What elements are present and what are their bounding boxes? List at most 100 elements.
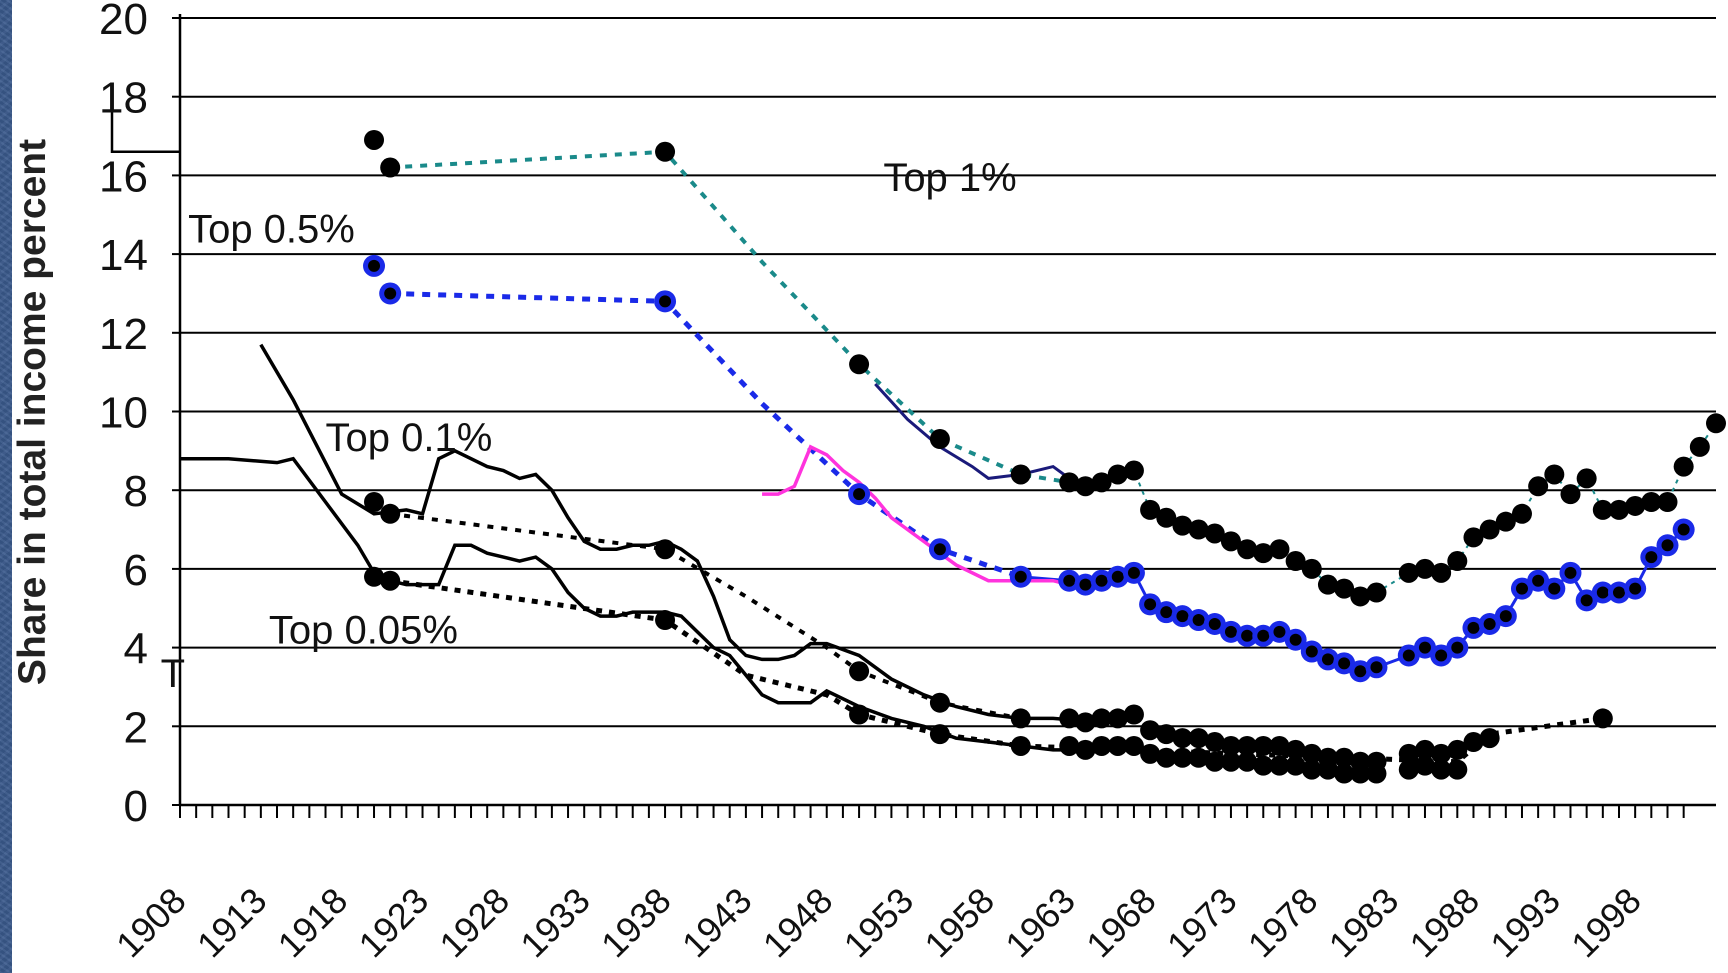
top1-point <box>364 129 385 150</box>
top05-point-center <box>933 543 946 556</box>
top05-point-center <box>368 259 381 272</box>
top05-point-center <box>1144 598 1157 611</box>
y-tick-label: 14 <box>99 231 148 280</box>
top1-point <box>1253 543 1274 564</box>
top05-point-center <box>1176 610 1189 623</box>
top05-point-center <box>1661 539 1674 552</box>
top01-point <box>1091 708 1112 729</box>
top1-point <box>849 354 870 375</box>
x-tick-label: 1928 <box>431 880 517 966</box>
top005-point <box>1317 759 1338 780</box>
y-tick-label: 10 <box>99 389 148 438</box>
top1-point <box>1398 562 1419 583</box>
x-tick-label: 1958 <box>916 880 1002 966</box>
magenta-line <box>762 444 1070 587</box>
top05-point-center <box>1305 645 1318 658</box>
annotation-label: Top 0.1% <box>326 416 493 460</box>
top005-point <box>1188 747 1209 768</box>
y-tick-label: 6 <box>124 546 148 595</box>
x-tick-label: 1913 <box>189 880 275 966</box>
y-tick-label: 0 <box>124 782 148 831</box>
top01-point <box>1414 739 1435 760</box>
top01-point <box>1237 735 1258 756</box>
top1-point <box>1592 499 1613 520</box>
top05-point-center <box>1499 610 1512 623</box>
x-tick-label: 1998 <box>1563 880 1649 966</box>
top01-point <box>380 503 401 524</box>
top05-point-center <box>1532 574 1545 587</box>
top05-point-center <box>1095 574 1108 587</box>
navy-line <box>874 382 1071 480</box>
top005-point <box>655 610 676 631</box>
top05-point-center <box>1645 551 1658 564</box>
top01-point <box>1431 743 1452 764</box>
y-tick-label: 16 <box>99 152 148 201</box>
top1-point <box>1059 472 1080 493</box>
top005-point <box>1156 747 1177 768</box>
top1-point <box>1301 558 1322 579</box>
top005-point <box>1123 735 1144 756</box>
top1-point <box>1431 562 1452 583</box>
top05-point-center <box>1224 625 1237 638</box>
top05-point-center <box>1289 633 1302 646</box>
top005-point <box>1172 747 1193 768</box>
top1-point <box>1544 464 1565 485</box>
top1-point <box>1156 507 1177 528</box>
top01-point <box>1447 739 1468 760</box>
top01-point <box>1398 743 1419 764</box>
top005-point <box>1237 751 1258 772</box>
top005-point <box>1091 735 1112 756</box>
top05-point-center <box>1548 582 1561 595</box>
top01-point <box>1479 728 1500 749</box>
top1-point <box>1334 578 1355 599</box>
top005-point <box>1059 735 1080 756</box>
top1-point <box>1706 413 1726 434</box>
top05-point-center <box>1564 566 1577 579</box>
x-tick-label: 1953 <box>836 880 922 966</box>
top1-point <box>1447 551 1468 572</box>
top05-point-center <box>1677 523 1690 536</box>
top1-point <box>1560 484 1581 505</box>
top01-point <box>1107 708 1128 729</box>
top05-point-center <box>1580 594 1593 607</box>
top05-point-center <box>1435 649 1448 662</box>
top1-point <box>1511 503 1532 524</box>
top01-point <box>1269 735 1290 756</box>
top01-point <box>364 492 385 513</box>
y-tick-label: 2 <box>124 703 148 752</box>
x-tick-label: 1988 <box>1402 880 1488 966</box>
x-tick-label: 1983 <box>1321 880 1407 966</box>
top1-point <box>1091 472 1112 493</box>
top005-point <box>1431 759 1452 780</box>
top1-point <box>1317 574 1338 595</box>
x-tick-label: 1973 <box>1159 880 1245 966</box>
top1-point <box>1010 464 1031 485</box>
top005-point <box>1301 759 1322 780</box>
top1-point <box>1220 531 1241 552</box>
top005-point <box>1334 763 1355 784</box>
top1-point <box>1673 456 1694 477</box>
top05-point-center <box>1483 617 1496 630</box>
y-tick-label: 18 <box>99 74 148 123</box>
top05-point-center <box>659 295 672 308</box>
top005-point <box>1075 739 1096 760</box>
top05-point-center <box>1111 570 1124 583</box>
top01-point <box>1253 735 1274 756</box>
top005-point <box>364 566 385 587</box>
top01-point <box>1220 735 1241 756</box>
top01-point <box>655 539 676 560</box>
top005-point <box>1366 763 1387 784</box>
top05-point-center <box>1014 570 1027 583</box>
top1-point <box>1350 586 1371 607</box>
annotation-label: Top 1% <box>883 156 1016 200</box>
top005-point <box>1140 743 1161 764</box>
annotation-label: T <box>161 652 185 696</box>
top005-point <box>1010 735 1031 756</box>
top005-point <box>1592 708 1613 729</box>
top01-point <box>1059 708 1080 729</box>
top1-point <box>1657 492 1678 513</box>
top05-point-center <box>1451 641 1464 654</box>
top05-point-center <box>1629 582 1642 595</box>
top05-point-center <box>384 287 397 300</box>
